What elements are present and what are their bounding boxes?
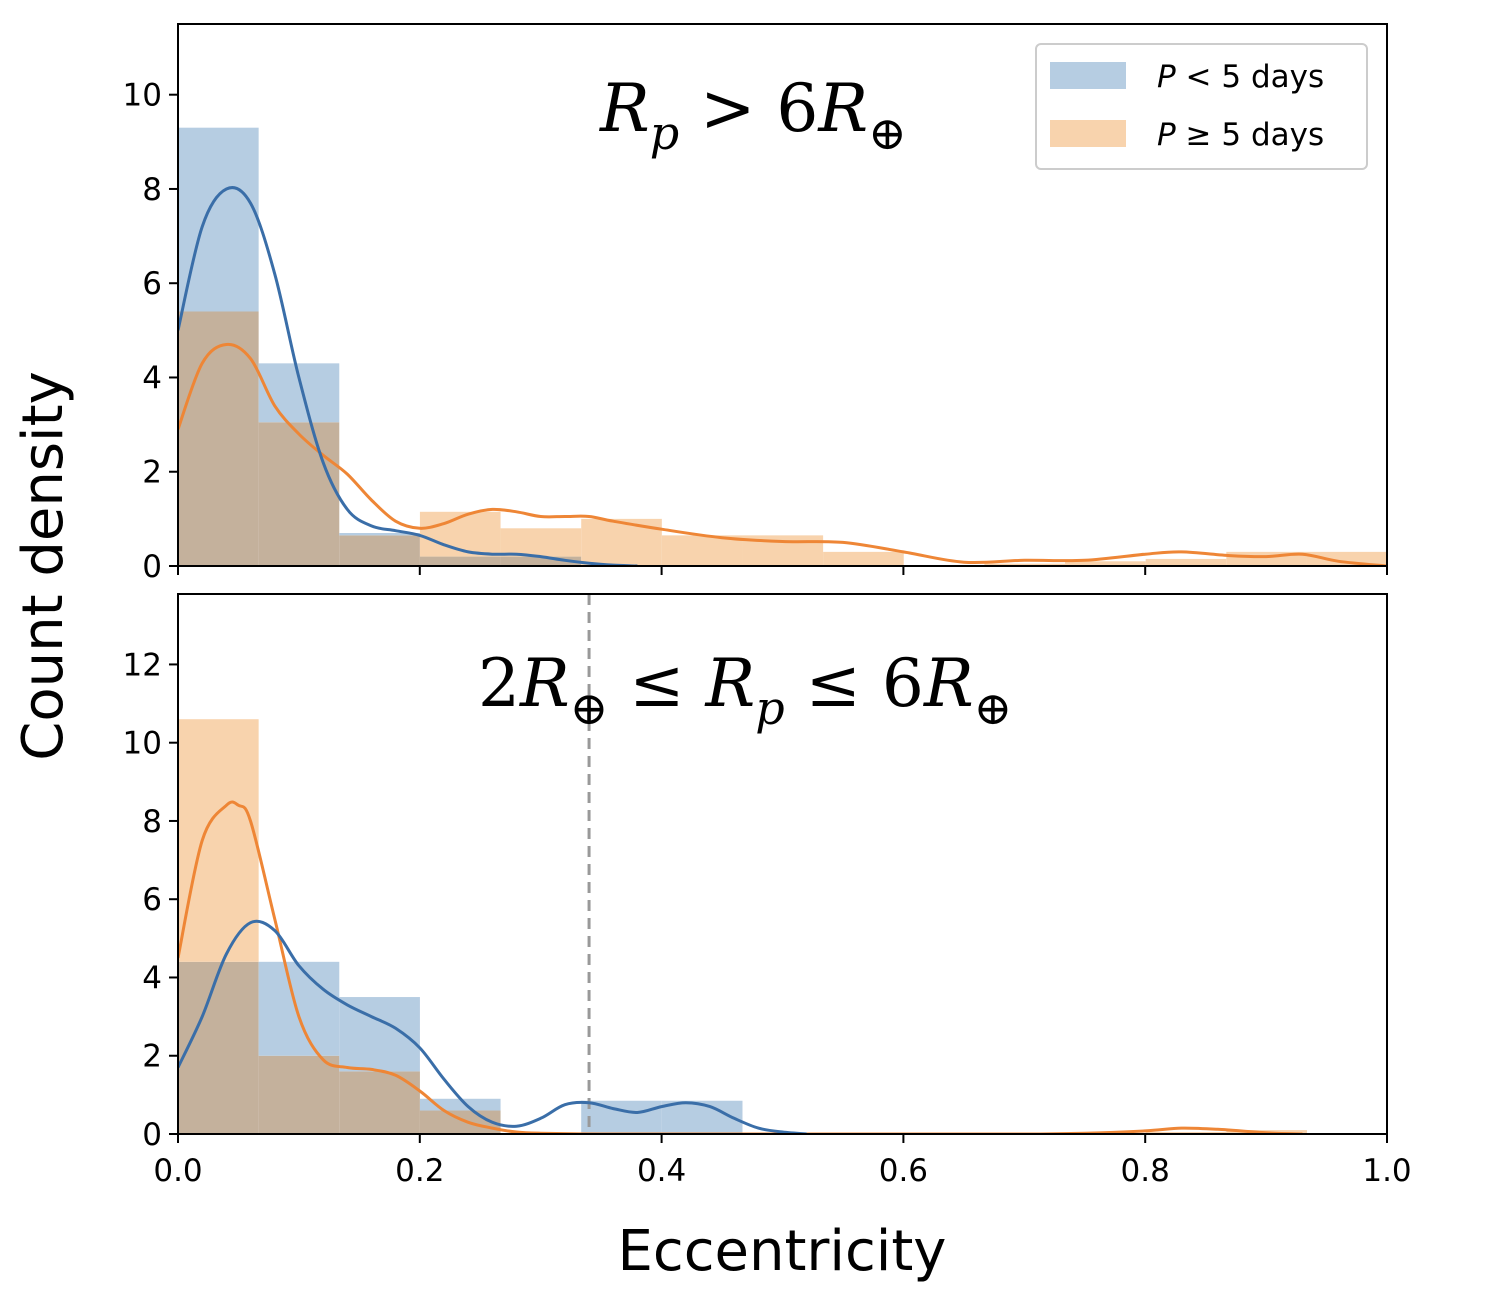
y-tick-label: 6 xyxy=(142,882,162,918)
y-tick-label: 0 xyxy=(142,549,162,585)
hist-bar-long-period xyxy=(661,535,743,566)
hist-bar-short-period xyxy=(419,1098,501,1111)
plot-area xyxy=(178,594,1307,1134)
kde-line-long-period xyxy=(178,342,1387,566)
hist-bar-overlap xyxy=(178,961,259,1134)
legend-label: P ≥ 5 days xyxy=(1157,117,1324,153)
legend: P < 5 days P ≥ 5 days xyxy=(1035,43,1368,170)
hist-bar-short-period xyxy=(178,127,259,312)
y-tick-label: 12 xyxy=(123,647,162,683)
y-tick-label: 8 xyxy=(142,804,162,840)
y-tick-label: 8 xyxy=(142,172,162,208)
kde-line-long-period xyxy=(178,800,1303,1134)
y-tick-label: 4 xyxy=(142,960,162,996)
hist-bar-overlap xyxy=(258,422,340,566)
hist-bar-long-period xyxy=(984,563,1066,566)
x-axis-label: Eccentricity xyxy=(618,1219,947,1284)
y-tick-label: 10 xyxy=(123,726,162,762)
panel-title-top: Rp > 6R⊕ xyxy=(599,70,907,160)
hist-bar-long-period xyxy=(500,528,582,557)
hist-bar-long-period xyxy=(1306,551,1387,566)
y-tick-label: 2 xyxy=(142,455,162,491)
y-tick-label: 0 xyxy=(142,1117,162,1153)
hist-bar-long-period xyxy=(823,551,904,566)
plot-area xyxy=(178,127,1387,566)
x-tick-label: 0.4 xyxy=(637,1153,686,1189)
hist-bar-short-period xyxy=(581,1100,662,1134)
hist-bar-short-period xyxy=(258,961,340,1056)
hist-bar-long-period xyxy=(1065,561,1146,566)
legend-label: P < 5 days xyxy=(1157,59,1324,95)
legend-swatch-long-period xyxy=(1050,120,1126,147)
hist-bar-long-period xyxy=(178,719,259,962)
y-axis-label: Count density xyxy=(11,371,76,760)
hist-bar-short-period xyxy=(339,533,420,536)
hist-bar-long-period xyxy=(1145,558,1227,566)
panel-bottom: 0 2 4 6 8 10 12 0.0 0.2 0.4 0.6 0.8 1.0 2R⊕ ≤ Rp ≤ 6R… xyxy=(123,593,1412,1189)
kde-line-short-period xyxy=(178,919,807,1134)
hist-bar-overlap xyxy=(339,535,420,566)
y-tick-label: 6 xyxy=(142,266,162,302)
hist-bar-overlap xyxy=(500,556,582,566)
legend-swatch-short-period xyxy=(1050,62,1126,89)
x-tick-label: 0.6 xyxy=(879,1153,928,1189)
kde-line-short-period xyxy=(178,186,638,566)
x-tick-label: 0.2 xyxy=(395,1153,444,1189)
axes-frame xyxy=(177,593,1388,1135)
y-tick-label: 2 xyxy=(142,1039,162,1075)
panel-top: 0 2 4 6 8 10 Rp > 6R⊕ P < 5 days P ≥ 5 days xyxy=(123,23,1388,585)
x-tick-label: 0.0 xyxy=(153,1153,202,1189)
hist-bar-overlap xyxy=(419,1110,501,1134)
hist-bar-overlap xyxy=(258,1055,340,1134)
axes-frame xyxy=(177,23,1388,567)
panel-title-bottom: 2R⊕ ≤ Rp ≤ 6R⊕ xyxy=(478,645,1012,735)
x-tick-label: 1.0 xyxy=(1362,1153,1411,1189)
hist-bar-overlap xyxy=(419,556,501,566)
x-tick-label: 0.8 xyxy=(1121,1153,1170,1189)
y-tick-label: 4 xyxy=(142,360,162,396)
hist-bar-overlap xyxy=(178,311,259,566)
y-tick-label: 10 xyxy=(123,78,162,114)
